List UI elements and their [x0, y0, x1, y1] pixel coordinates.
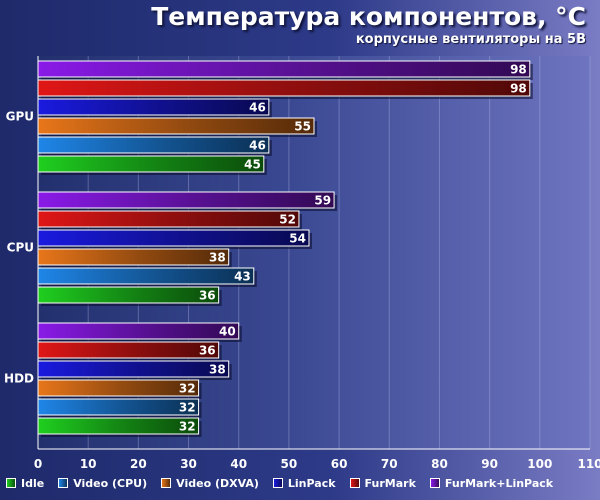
bar-furmark-linpack-gpu [37, 60, 531, 78]
x-tick-label: 60 [331, 457, 348, 471]
bar-video-dxva-cpu [37, 248, 230, 266]
x-tick-label: 50 [281, 457, 298, 471]
data-label: 55 [294, 120, 311, 134]
data-label: 36 [199, 289, 216, 303]
bar-furmark-hdd [37, 341, 220, 359]
data-label: 54 [289, 232, 306, 246]
category-label: HDD [4, 372, 34, 386]
x-tick-label: 70 [381, 457, 398, 471]
x-tick-label: 10 [80, 457, 97, 471]
legend-label: FurMark+LinPack [444, 476, 554, 490]
data-label: 98 [510, 63, 527, 77]
chart-title: Температура компонентов, °C [151, 2, 586, 31]
chart-subtitle: корпусные вентиляторы на 5В [355, 32, 586, 47]
bar-furmark-linpack-cpu [37, 191, 335, 209]
data-label: 98 [510, 82, 527, 96]
data-label: 32 [179, 382, 196, 396]
x-tick-label: 20 [130, 457, 147, 471]
data-label: 52 [279, 213, 296, 227]
bar-video-dxva-gpu [37, 117, 315, 135]
data-label: 59 [314, 194, 331, 208]
legend-swatch [272, 478, 283, 488]
legend-label: FurMark [364, 476, 416, 490]
legend-label: Idle [21, 476, 45, 490]
legend-item-linpack: LinPack [272, 476, 336, 490]
data-label: 46 [249, 101, 266, 115]
data-label: 40 [219, 325, 236, 339]
legend-swatch [161, 478, 172, 488]
x-tick-label: 100 [527, 457, 552, 471]
data-label: 32 [179, 420, 196, 434]
legend-swatch [349, 478, 360, 488]
x-tick-label: 0 [34, 457, 42, 471]
legend-label: Video (CPU) [73, 476, 148, 490]
category-label: GPU [6, 110, 34, 124]
x-tick-label: 90 [481, 457, 498, 471]
bar-linpack-cpu [37, 229, 310, 247]
bar-video-cpu-gpu [37, 136, 270, 154]
legend-swatch [58, 478, 69, 488]
legend-label: LinPack [287, 476, 336, 490]
category-label: CPU [7, 241, 34, 255]
x-tick-label: 40 [230, 457, 247, 471]
legend-swatch [429, 478, 440, 488]
legend-item-video-dxva: Video (DXVA) [161, 477, 259, 490]
data-label: 38 [209, 251, 226, 265]
legend-item-idle: Idle [6, 477, 44, 490]
bar-furmark-linpack-hdd [37, 322, 240, 340]
data-label: 32 [179, 401, 196, 415]
bar-furmark-gpu [37, 79, 531, 97]
bar-furmark-cpu [37, 210, 300, 228]
x-tick-label: 80 [431, 457, 448, 471]
legend-item-furmark-linpack: FurMark+LinPack [429, 476, 554, 490]
bar-idle-hdd [37, 417, 200, 435]
legend-label: Video (DXVA) [176, 476, 259, 490]
x-tick-label: 110 [577, 457, 600, 471]
bar-idle-gpu [37, 155, 265, 173]
data-label: 43 [234, 270, 251, 284]
data-label: 36 [199, 344, 216, 358]
legend: Idle Video (CPU) Video (DXVA) LinPack FurMar… [6, 474, 553, 492]
bar-linpack-hdd [37, 360, 230, 378]
bar-video-dxva-hdd [37, 379, 200, 397]
legend-item-video-cpu: Video (CPU) [58, 477, 147, 490]
legend-item-furmark: FurMark [349, 476, 416, 490]
x-tick-label: 30 [180, 457, 197, 471]
data-label: 45 [244, 158, 261, 172]
bar-linpack-gpu [37, 98, 270, 116]
data-label: 46 [249, 139, 266, 153]
legend-swatch [6, 478, 16, 488]
bar-idle-cpu [37, 286, 220, 304]
data-label: 38 [209, 363, 226, 377]
bar-video-cpu-hdd [37, 398, 200, 416]
bar-video-cpu-cpu [37, 267, 255, 285]
